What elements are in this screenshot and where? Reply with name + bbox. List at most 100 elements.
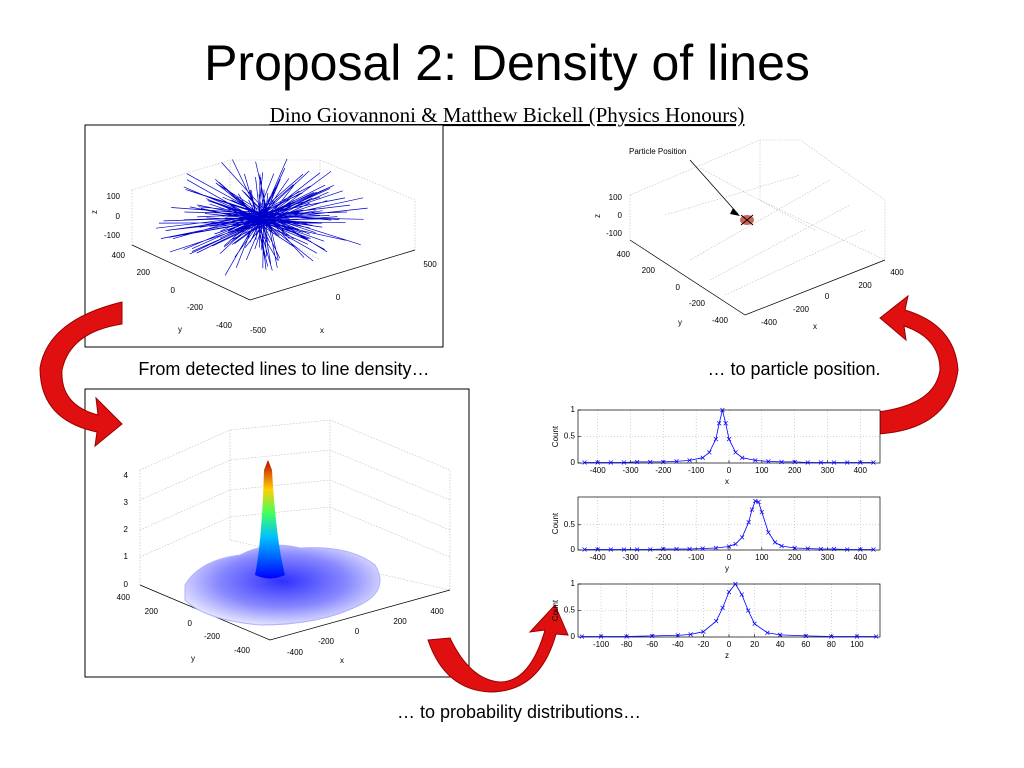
x-tick-label: -200 (793, 305, 810, 314)
x-tick-label: -500 (250, 326, 267, 335)
point-marker (818, 546, 824, 552)
detected-lines (156, 158, 368, 276)
point-marker (766, 459, 771, 464)
z-axis-label: z (593, 214, 602, 218)
x-tick-label: -400 (287, 648, 304, 657)
x-tick-label: 100 (850, 640, 864, 649)
y-tick-label: 0 (188, 619, 193, 628)
x-axis-label: z (725, 651, 729, 660)
y-tick-label: 200 (145, 607, 159, 616)
y-tick-label: 0 (171, 286, 176, 295)
z-tick-label: 2 (124, 525, 129, 534)
x-tick-label: 0 (355, 627, 360, 636)
x-tick-label: -20 (698, 640, 710, 649)
point-marker (647, 547, 653, 552)
point-marker (621, 547, 627, 552)
point-marker (713, 545, 719, 551)
point-marker (687, 458, 692, 463)
point-marker (675, 633, 681, 638)
y-axis-label: y (678, 318, 682, 327)
x-tick-label: 300 (821, 466, 835, 475)
y-tick-label: -400 (216, 321, 233, 330)
y-tick-label: 0.5 (564, 520, 576, 529)
point-marker (647, 459, 653, 465)
point-marker (858, 547, 863, 552)
caption: … to probability distributions… (397, 702, 641, 722)
x-tick-label: -100 (688, 466, 705, 475)
point-marker (792, 459, 797, 465)
subtitle: Dino Giovannoni & Matthew Bickell (Physi… (270, 103, 745, 127)
point-marker (844, 460, 850, 465)
x-tick-label: 400 (854, 553, 868, 562)
x-tick-label: 60 (801, 640, 810, 649)
point-marker (582, 547, 587, 552)
x-axis-label: x (725, 477, 729, 486)
point-marker (688, 632, 693, 637)
x-tick-label: 100 (755, 466, 769, 475)
point-marker (746, 519, 751, 525)
point-marker (700, 546, 705, 551)
point-marker (858, 460, 863, 465)
x-tick-label: -200 (655, 466, 672, 475)
y-axis-label: Count (551, 512, 560, 534)
point-marker (713, 618, 719, 624)
x-tick-label: 40 (776, 640, 785, 649)
particle-marker (689, 159, 754, 226)
point-marker (726, 436, 732, 442)
y-tick-label: 0 (676, 283, 681, 292)
arrow (876, 294, 959, 435)
y-tick-label: 0 (571, 545, 576, 554)
point-marker (608, 460, 614, 465)
y-tick-label: 200 (137, 268, 151, 277)
point-marker (753, 498, 758, 504)
arrow (427, 604, 569, 693)
point-marker (579, 634, 585, 639)
point-marker (598, 634, 604, 639)
point-marker (818, 460, 824, 465)
panel-frame (84, 124, 444, 348)
point-marker (803, 633, 809, 639)
x-tick-label: 0 (825, 292, 830, 301)
point-marker (726, 544, 732, 549)
point-marker (608, 547, 614, 552)
y-tick-label: 0.5 (564, 432, 576, 441)
point-marker (595, 460, 600, 465)
density-surface (184, 460, 381, 626)
point-marker (674, 546, 679, 552)
box-3d (139, 419, 451, 641)
point-marker (701, 629, 706, 634)
point-marker (621, 460, 627, 465)
y-axis-label: Count (551, 425, 560, 447)
x-tick-label: 500 (423, 260, 437, 269)
point-marker (739, 535, 745, 540)
point-marker (716, 421, 722, 426)
point-marker (595, 547, 600, 552)
point-marker (707, 450, 712, 455)
x-tick-label: 20 (750, 640, 759, 649)
point-marker (634, 547, 640, 552)
y-axis-label: Count (551, 599, 560, 621)
point-marker (661, 459, 666, 465)
y-axis-label: y (191, 654, 195, 663)
x-tick-label: 200 (858, 281, 872, 290)
caption: … to particle position. (707, 359, 880, 379)
axes-frame (577, 496, 881, 551)
x-tick-label: -300 (623, 466, 640, 475)
z-tick-label: 0 (116, 212, 121, 221)
point-marker (733, 541, 738, 547)
x-tick-label: -200 (318, 637, 335, 646)
axes-frame (577, 409, 881, 464)
x-tick-label: -400 (590, 466, 607, 475)
y-tick-label: -400 (712, 316, 729, 325)
point-marker (829, 634, 834, 639)
point-marker (752, 621, 757, 626)
point-marker (700, 455, 705, 460)
x-tick-label: 200 (393, 617, 407, 626)
z-tick-label: 4 (124, 471, 129, 480)
x-tick-label: -400 (590, 553, 607, 562)
point-marker (831, 460, 837, 465)
z-tick-label: 100 (609, 193, 623, 202)
x-tick-label: -100 (593, 640, 610, 649)
point-marker (634, 459, 640, 465)
